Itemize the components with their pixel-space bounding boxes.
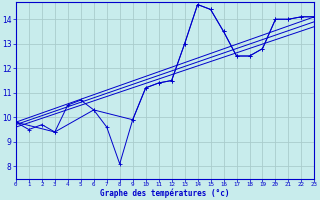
X-axis label: Graphe des températures (°c): Graphe des températures (°c) (100, 188, 230, 198)
